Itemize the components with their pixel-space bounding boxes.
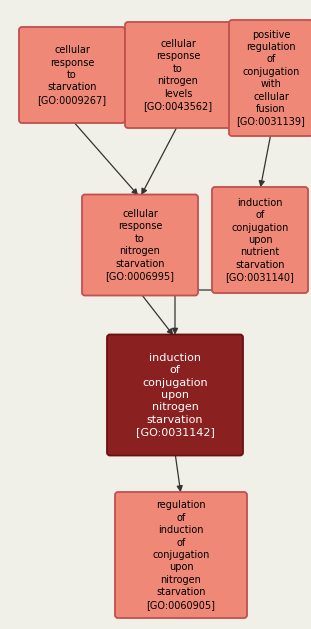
FancyBboxPatch shape xyxy=(125,22,231,128)
FancyBboxPatch shape xyxy=(107,335,243,455)
FancyBboxPatch shape xyxy=(82,194,198,296)
Text: regulation
of
induction
of
conjugation
upon
nitrogen
starvation
[GO:0060905]: regulation of induction of conjugation u… xyxy=(146,501,216,610)
Text: cellular
response
to
nitrogen
starvation
[GO:0006995]: cellular response to nitrogen starvation… xyxy=(105,209,174,281)
FancyBboxPatch shape xyxy=(212,187,308,293)
FancyBboxPatch shape xyxy=(229,20,311,136)
Text: cellular
response
to
nitrogen
levels
[GO:0043562]: cellular response to nitrogen levels [GO… xyxy=(143,39,212,111)
FancyBboxPatch shape xyxy=(115,492,247,618)
Text: positive
regulation
of
conjugation
with
cellular
fusion
[GO:0031139]: positive regulation of conjugation with … xyxy=(237,30,305,126)
Text: cellular
response
to
starvation
[GO:0009267]: cellular response to starvation [GO:0009… xyxy=(37,45,107,105)
Text: induction
of
conjugation
upon
nitrogen
starvation
[GO:0031142]: induction of conjugation upon nitrogen s… xyxy=(136,353,215,437)
FancyBboxPatch shape xyxy=(19,27,125,123)
Text: induction
of
conjugation
upon
nutrient
starvation
[GO:0031140]: induction of conjugation upon nutrient s… xyxy=(225,198,295,282)
